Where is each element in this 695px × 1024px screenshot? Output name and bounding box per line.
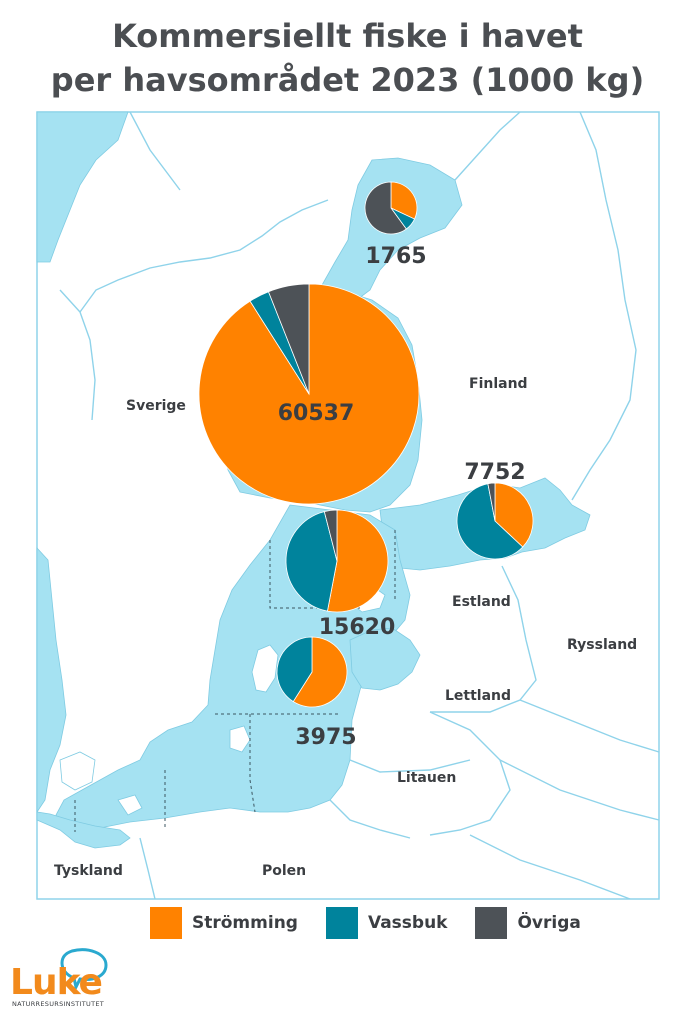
label-polen: Polen <box>262 863 306 879</box>
legend-label-stromming: Strömming <box>192 913 298 933</box>
country-borders <box>59 111 660 900</box>
pie-area-7752: 7752 <box>456 460 534 560</box>
label-estland: Estland <box>452 594 511 610</box>
pie-slice-ovriga <box>267 283 310 395</box>
pie-area-15620: 15620 <box>285 509 396 640</box>
legend-item-vassbuk: Vassbuk <box>325 907 448 939</box>
pie-slice-ovriga <box>364 181 407 235</box>
label-tyskland: Tyskland <box>54 863 123 879</box>
label-ryssland: Ryssland <box>567 637 637 653</box>
pie-total-label: 15620 <box>319 615 396 640</box>
luke-logo <box>60 948 108 992</box>
pie-slice-ovriga <box>487 482 496 522</box>
pie-slice-stromming <box>390 181 418 220</box>
label-litauen: Litauen <box>397 770 456 786</box>
legend-item-ovriga: Övriga <box>475 907 581 939</box>
legend-swatch-stromming <box>150 907 182 939</box>
legend-swatch-vassbuk <box>325 907 358 939</box>
pie-slice-stromming <box>326 509 389 613</box>
page-title: Kommersiellt fiske i havet per havsområd… <box>0 14 695 102</box>
title-line-1: Kommersiellt fiske i havet <box>112 17 583 55</box>
pie-total-label: 1765 <box>365 244 426 269</box>
pie-area-1765: 1765 <box>364 181 427 269</box>
pie-slice-vassbuk <box>276 636 313 703</box>
pie-total-label: 3975 <box>295 725 356 750</box>
pie-area-3975: 3975 <box>276 636 357 750</box>
label-lettland: Lettland <box>445 688 511 704</box>
pie-total-label: 60537 <box>278 401 355 426</box>
pie-area-60537: 60537 <box>198 283 420 505</box>
pie-slice-stromming <box>494 482 534 548</box>
pie-slice-ovriga <box>323 509 338 562</box>
legend-label-ovriga: Övriga <box>517 913 581 933</box>
legend-label-vassbuk: Vassbuk <box>367 913 448 933</box>
logo-leaf-icon <box>60 948 108 992</box>
logo-wordmark: Luke <box>10 962 103 1003</box>
legend-swatch-ovriga <box>475 907 508 939</box>
label-sverige: Sverige <box>126 398 186 414</box>
logo-subtitle: NATURRESURSINSTITUTET <box>12 1000 105 1008</box>
pie-slice-stromming <box>292 636 348 708</box>
pie-slice-vassbuk <box>285 511 338 612</box>
pie-slice-vassbuk <box>456 483 524 560</box>
title-line-2: per havsområdet 2023 (1000 kg) <box>50 61 645 99</box>
legend-item-stromming: Strömming <box>150 907 298 939</box>
pie-charts: 1765 60537 7752 15620 3975 <box>198 181 534 750</box>
legend: Strömming Vassbuk Övriga <box>150 907 581 939</box>
label-finland: Finland <box>469 376 528 392</box>
pie-total-label: 7752 <box>464 460 525 485</box>
